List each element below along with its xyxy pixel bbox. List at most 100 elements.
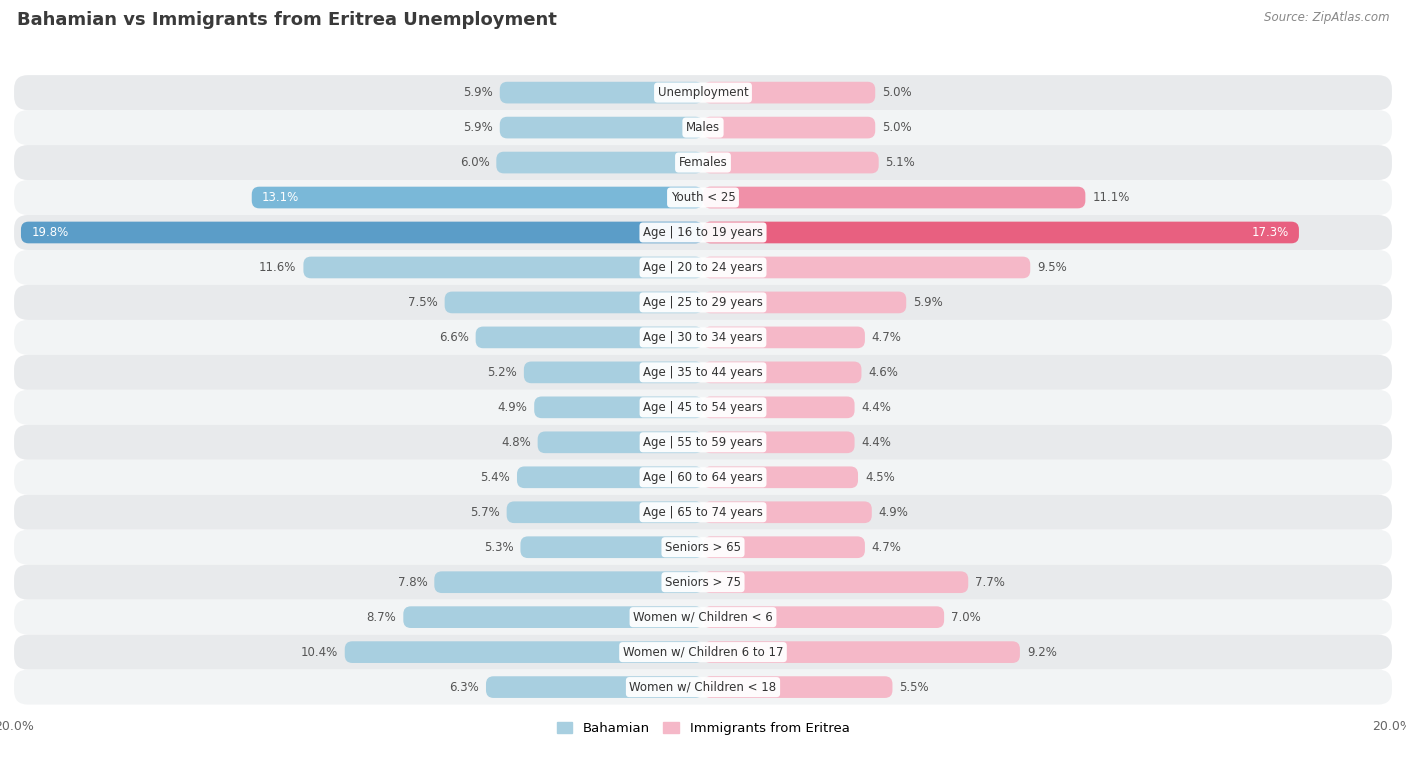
Text: 5.9%: 5.9% bbox=[463, 86, 494, 99]
Text: 4.4%: 4.4% bbox=[862, 401, 891, 414]
Text: 19.8%: 19.8% bbox=[31, 226, 69, 239]
FancyBboxPatch shape bbox=[475, 326, 703, 348]
FancyBboxPatch shape bbox=[496, 151, 703, 173]
FancyBboxPatch shape bbox=[404, 606, 703, 628]
FancyBboxPatch shape bbox=[14, 215, 1392, 250]
Text: 7.5%: 7.5% bbox=[408, 296, 437, 309]
FancyBboxPatch shape bbox=[14, 495, 1392, 530]
Text: 17.3%: 17.3% bbox=[1251, 226, 1289, 239]
Text: 5.3%: 5.3% bbox=[484, 540, 513, 553]
Text: Women w/ Children 6 to 17: Women w/ Children 6 to 17 bbox=[623, 646, 783, 659]
Text: 7.7%: 7.7% bbox=[976, 575, 1005, 589]
Text: 5.9%: 5.9% bbox=[912, 296, 943, 309]
Text: 5.2%: 5.2% bbox=[488, 366, 517, 378]
FancyBboxPatch shape bbox=[703, 537, 865, 558]
Text: 9.2%: 9.2% bbox=[1026, 646, 1057, 659]
Text: 4.9%: 4.9% bbox=[498, 401, 527, 414]
FancyBboxPatch shape bbox=[252, 187, 703, 208]
FancyBboxPatch shape bbox=[534, 397, 703, 418]
FancyBboxPatch shape bbox=[14, 285, 1392, 320]
FancyBboxPatch shape bbox=[517, 466, 703, 488]
FancyBboxPatch shape bbox=[703, 362, 862, 383]
Text: Age | 60 to 64 years: Age | 60 to 64 years bbox=[643, 471, 763, 484]
FancyBboxPatch shape bbox=[14, 600, 1392, 634]
FancyBboxPatch shape bbox=[14, 530, 1392, 565]
FancyBboxPatch shape bbox=[506, 501, 703, 523]
Text: Age | 30 to 34 years: Age | 30 to 34 years bbox=[643, 331, 763, 344]
FancyBboxPatch shape bbox=[14, 565, 1392, 600]
FancyBboxPatch shape bbox=[486, 676, 703, 698]
Text: Females: Females bbox=[679, 156, 727, 169]
FancyBboxPatch shape bbox=[703, 187, 1085, 208]
FancyBboxPatch shape bbox=[14, 634, 1392, 670]
Text: Source: ZipAtlas.com: Source: ZipAtlas.com bbox=[1264, 11, 1389, 24]
FancyBboxPatch shape bbox=[703, 466, 858, 488]
FancyBboxPatch shape bbox=[703, 222, 1299, 243]
Text: Youth < 25: Youth < 25 bbox=[671, 191, 735, 204]
Text: Age | 55 to 59 years: Age | 55 to 59 years bbox=[643, 436, 763, 449]
FancyBboxPatch shape bbox=[703, 397, 855, 418]
FancyBboxPatch shape bbox=[499, 82, 703, 104]
Text: Bahamian vs Immigrants from Eritrea Unemployment: Bahamian vs Immigrants from Eritrea Unem… bbox=[17, 11, 557, 30]
FancyBboxPatch shape bbox=[344, 641, 703, 663]
Text: 4.6%: 4.6% bbox=[869, 366, 898, 378]
FancyBboxPatch shape bbox=[14, 355, 1392, 390]
FancyBboxPatch shape bbox=[703, 676, 893, 698]
Text: 13.1%: 13.1% bbox=[262, 191, 299, 204]
FancyBboxPatch shape bbox=[703, 151, 879, 173]
Text: 11.6%: 11.6% bbox=[259, 261, 297, 274]
Text: 4.9%: 4.9% bbox=[879, 506, 908, 519]
Text: Age | 35 to 44 years: Age | 35 to 44 years bbox=[643, 366, 763, 378]
FancyBboxPatch shape bbox=[21, 222, 703, 243]
FancyBboxPatch shape bbox=[537, 431, 703, 453]
Text: 5.0%: 5.0% bbox=[882, 86, 911, 99]
Text: 6.6%: 6.6% bbox=[439, 331, 468, 344]
Text: 4.4%: 4.4% bbox=[862, 436, 891, 449]
FancyBboxPatch shape bbox=[14, 110, 1392, 145]
FancyBboxPatch shape bbox=[444, 291, 703, 313]
Text: 10.4%: 10.4% bbox=[301, 646, 337, 659]
Text: Age | 45 to 54 years: Age | 45 to 54 years bbox=[643, 401, 763, 414]
FancyBboxPatch shape bbox=[499, 117, 703, 139]
FancyBboxPatch shape bbox=[304, 257, 703, 279]
Text: Women w/ Children < 18: Women w/ Children < 18 bbox=[630, 681, 776, 693]
Text: Seniors > 65: Seniors > 65 bbox=[665, 540, 741, 553]
Text: 8.7%: 8.7% bbox=[367, 611, 396, 624]
Text: 7.8%: 7.8% bbox=[398, 575, 427, 589]
Text: 5.0%: 5.0% bbox=[882, 121, 911, 134]
Text: 5.1%: 5.1% bbox=[886, 156, 915, 169]
Text: Age | 25 to 29 years: Age | 25 to 29 years bbox=[643, 296, 763, 309]
Text: Age | 20 to 24 years: Age | 20 to 24 years bbox=[643, 261, 763, 274]
Text: 5.7%: 5.7% bbox=[470, 506, 499, 519]
FancyBboxPatch shape bbox=[703, 82, 875, 104]
FancyBboxPatch shape bbox=[703, 641, 1019, 663]
FancyBboxPatch shape bbox=[14, 75, 1392, 110]
FancyBboxPatch shape bbox=[434, 572, 703, 593]
Text: 5.9%: 5.9% bbox=[463, 121, 494, 134]
Text: 4.7%: 4.7% bbox=[872, 331, 901, 344]
Text: Age | 16 to 19 years: Age | 16 to 19 years bbox=[643, 226, 763, 239]
FancyBboxPatch shape bbox=[14, 145, 1392, 180]
FancyBboxPatch shape bbox=[703, 326, 865, 348]
FancyBboxPatch shape bbox=[703, 291, 907, 313]
Legend: Bahamian, Immigrants from Eritrea: Bahamian, Immigrants from Eritrea bbox=[551, 717, 855, 740]
Text: 11.1%: 11.1% bbox=[1092, 191, 1129, 204]
Text: 6.3%: 6.3% bbox=[450, 681, 479, 693]
FancyBboxPatch shape bbox=[14, 425, 1392, 459]
Text: 5.5%: 5.5% bbox=[900, 681, 929, 693]
Text: Age | 65 to 74 years: Age | 65 to 74 years bbox=[643, 506, 763, 519]
FancyBboxPatch shape bbox=[703, 257, 1031, 279]
FancyBboxPatch shape bbox=[14, 250, 1392, 285]
FancyBboxPatch shape bbox=[14, 670, 1392, 705]
FancyBboxPatch shape bbox=[703, 606, 945, 628]
Text: Women w/ Children < 6: Women w/ Children < 6 bbox=[633, 611, 773, 624]
FancyBboxPatch shape bbox=[14, 180, 1392, 215]
FancyBboxPatch shape bbox=[703, 501, 872, 523]
FancyBboxPatch shape bbox=[14, 459, 1392, 495]
Text: 4.5%: 4.5% bbox=[865, 471, 894, 484]
FancyBboxPatch shape bbox=[14, 320, 1392, 355]
FancyBboxPatch shape bbox=[703, 572, 969, 593]
Text: Males: Males bbox=[686, 121, 720, 134]
Text: 4.8%: 4.8% bbox=[501, 436, 531, 449]
Text: 7.0%: 7.0% bbox=[950, 611, 981, 624]
